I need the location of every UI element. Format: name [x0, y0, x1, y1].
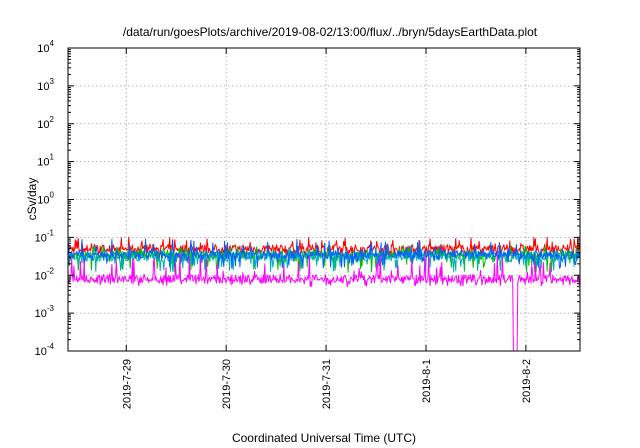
y-tick-label: 100	[37, 191, 54, 207]
y-tick-label: 10-3	[35, 304, 55, 320]
y-tick-label: 10-4	[35, 342, 55, 358]
y-tick-base: 10	[35, 308, 47, 320]
y-tick-base: 10	[37, 81, 49, 93]
grid-lines	[68, 48, 580, 351]
y-tick-exponent: -4	[47, 342, 55, 351]
y-tick-base: 10	[35, 346, 47, 358]
y-tick-exponent: -3	[47, 304, 55, 313]
x-tick-label: 2019-7-30	[221, 359, 233, 409]
series-line	[67, 253, 581, 352]
x-tick-label: 2019-7-31	[321, 359, 333, 409]
y-tick-exponent: -2	[47, 266, 55, 275]
chart-title: /data/run/goesPlots/archive/2019-08-02/1…	[123, 25, 538, 39]
y-tick-label: 103	[37, 77, 54, 93]
y-tick-base: 10	[37, 119, 49, 131]
x-tick-label: 2019-8-2	[521, 359, 533, 403]
y-tick-base: 10	[35, 270, 47, 282]
y-tick-label: 10-1	[35, 228, 55, 244]
y-axis-label: cSv/day	[25, 178, 39, 221]
y-tick-base: 10	[37, 195, 49, 207]
y-tick-label: 10-2	[35, 266, 55, 282]
y-tick-label: 101	[37, 153, 54, 169]
y-tick-exponent: -1	[47, 228, 55, 237]
y-tick-exponent: 2	[50, 115, 55, 124]
x-tick-label: 2019-7-29	[121, 359, 133, 409]
y-tick-exponent: 1	[50, 153, 55, 162]
y-tick-label: 102	[37, 115, 54, 131]
y-tick-exponent: 0	[50, 191, 55, 200]
y-tick-exponent: 3	[50, 77, 55, 86]
series-group	[67, 236, 581, 352]
y-tick-base: 10	[35, 232, 47, 244]
y-tick-base: 10	[37, 157, 49, 169]
y-tick-exponent: 4	[50, 39, 55, 48]
series-line	[67, 238, 581, 269]
x-tick-label: 2019-8-1	[421, 359, 433, 403]
y-tick-label: 104	[37, 39, 54, 55]
x-axis: 2019-7-29 2019-7-30 2019-7-31 2019-8-1 2019-…	[121, 48, 533, 409]
y-tick-base: 10	[37, 43, 49, 55]
x-axis-label: Coordinated Universal Time (UTC)	[232, 431, 416, 445]
